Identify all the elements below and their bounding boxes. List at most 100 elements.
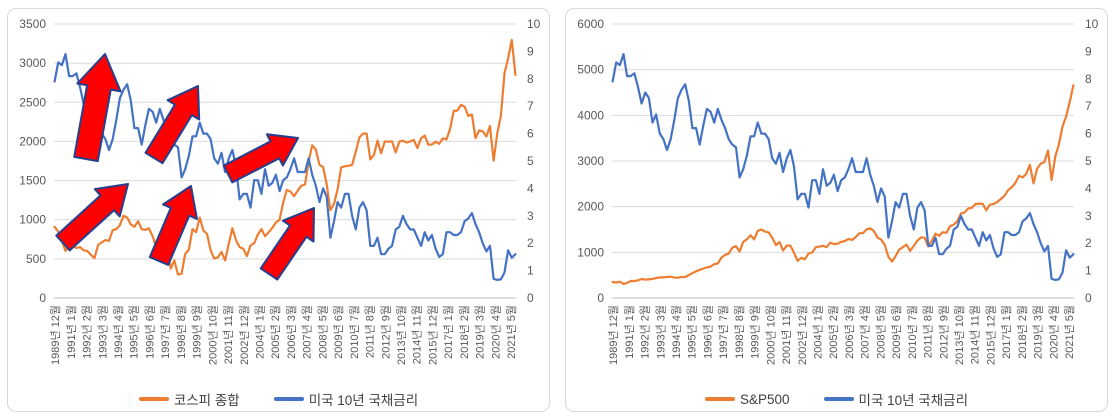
right-axis-tick-label: 6 <box>1085 127 1092 141</box>
right-axis-tick-label: 8 <box>1085 72 1092 86</box>
x-axis-tick-label: 1994년 4월 <box>112 305 125 359</box>
left-axis-labels: 0 500 1000 1500 2000 2500 3000 3500 <box>19 17 46 305</box>
right-axis-tick-label: 5 <box>1085 154 1092 168</box>
legend-item-us10y: 미국 10년 국채금리 <box>823 389 968 409</box>
right-axis-tick-label: 2 <box>1085 236 1092 250</box>
right-axis-tick-label: 10 <box>1085 17 1099 31</box>
x-axis-tick-label: 1994년 4월 <box>670 305 683 359</box>
left-axis-tick-label: 2000 <box>577 200 604 214</box>
x-axis-tick-label: 1998년 8월 <box>733 305 746 359</box>
legend-item-us10y: 미국 10년 국채금리 <box>273 389 419 409</box>
left-axis-tick-label: 0 <box>597 291 604 305</box>
sp500-chart-legend: S&P500 미국 10년 국채금리 <box>566 389 1107 409</box>
left-axis-tick-label: 2000 <box>19 134 46 148</box>
x-axis-tick-label: 1996년 6월 <box>701 305 714 359</box>
x-axis-tick-label: 2015년 12월 <box>426 305 439 365</box>
x-axis-tick-label: 2020년 4월 <box>1047 305 1060 359</box>
us10y-line <box>53 52 517 281</box>
x-axis-tick-label: 2009년 6월 <box>890 305 903 359</box>
us10y-legend-label: 미국 10년 국채금리 <box>308 393 419 408</box>
left-axis-tick-label: 1000 <box>577 245 604 259</box>
trend-up-arrow <box>73 53 122 163</box>
x-axis-tick-label: 1993년 3월 <box>654 305 667 359</box>
x-axis-tick-label: 2018년 2월 <box>458 305 471 359</box>
right-axis-tick-label: 2 <box>527 236 534 250</box>
x-axis-tick-label: 2004년 1월 <box>811 305 824 359</box>
trend-up-arrow <box>55 183 129 252</box>
x-axis-tick-label: 2015년 12월 <box>984 305 997 365</box>
right-axis-tick-label: 7 <box>1085 99 1092 113</box>
x-axis-tick-label: 2011년 8월 <box>922 305 935 358</box>
right-axis-tick-label: 4 <box>527 181 534 195</box>
x-axis-tick-label: 1995년 5월 <box>128 305 141 359</box>
x-axis-tick-label: 1991년 1월 <box>623 305 636 359</box>
x-axis-tick-label: 2011년 8월 <box>364 305 377 358</box>
us10y-legend-swatch <box>823 397 854 401</box>
x-axis-tick-label: 2021년 5월 <box>1063 305 1076 359</box>
right-axis-labels: 0 1 2 3 4 5 6 7 8 9 10 <box>1085 17 1099 305</box>
trend-up-arrow <box>259 207 315 281</box>
sp500-line <box>611 84 1075 286</box>
x-axis-tick-label: 2013년 10월 <box>953 305 966 365</box>
x-axis-tick-label: 2010년 7월 <box>906 305 919 359</box>
left-axis-tick-label: 4000 <box>577 108 604 122</box>
x-axis-tick-label: 1997년 7월 <box>159 305 172 359</box>
x-axis-tick-label: 1998년 8월 <box>175 305 188 359</box>
x-axis-tick-label: 2014년 11월 <box>411 305 424 364</box>
x-axis-tick-label: 2021년 5월 <box>505 305 518 359</box>
trend-up-arrow <box>222 133 299 184</box>
kospi-chart-legend: 코스피 종합 미국 10년 국채금리 <box>8 389 549 409</box>
right-axis-tick-label: 5 <box>527 154 534 168</box>
left-axis-tick-label: 3000 <box>577 154 604 168</box>
kospi-legend-label: 코스피 종합 <box>173 393 240 408</box>
trend-up-arrow <box>144 85 201 165</box>
sp500-vs-us10y-chart: 0 1000 2000 3000 4000 5000 6000 0 1 2 3 4 5 6 7 8 9 10 198… <box>577 17 1099 365</box>
x-axis-tick-label: 2017년 1월 <box>1000 305 1013 359</box>
x-axis-tick-label: 2005년 2월 <box>827 305 840 359</box>
x-axis-tick-label: 2000년 10월 <box>764 305 777 365</box>
right-axis-tick-label: 4 <box>1085 181 1092 195</box>
x-axis-tick-label: 1999년 9월 <box>191 305 204 359</box>
left-axis-tick-label: 3500 <box>19 17 46 31</box>
left-axis-tick-label: 500 <box>26 252 46 266</box>
x-axis-tick-label: 2012년 9월 <box>937 305 950 359</box>
x-axis-tick-label: 2005년 2월 <box>269 305 282 359</box>
x-axis-tick-label: 1991년 1월 <box>65 305 78 359</box>
kospi-vs-us10y-chart: 0 500 1000 1500 2000 2500 3000 3500 0 1 2 3 4 5 6 7 8 9 10… <box>19 17 541 365</box>
x-axis-tick-label: 2002년 12월 <box>238 305 251 365</box>
left-axis-labels: 0 1000 2000 3000 4000 5000 6000 <box>577 17 604 305</box>
us10y-line <box>611 52 1075 281</box>
us10y-legend-label: 미국 10년 국채금리 <box>858 393 968 408</box>
x-axis-tick-label: 2006년 3월 <box>843 305 856 359</box>
left-axis-tick-label: 1500 <box>19 174 46 188</box>
x-axis-tick-label: 2001년 11월 <box>222 305 235 364</box>
x-axis-tick-label: 2007년 4월 <box>859 305 872 359</box>
us10y-legend-swatch <box>273 397 304 401</box>
right-axis-tick-label: 6 <box>527 127 534 141</box>
x-axis-tick-label: 2001년 11월 <box>780 305 793 364</box>
sp500-legend-label: S&P500 <box>739 391 790 407</box>
right-axis-tick-label: 9 <box>527 44 534 58</box>
x-axis-tick-label: 2008년 5월 <box>316 305 329 359</box>
x-axis-tick-label: 2012년 9월 <box>379 305 392 359</box>
x-axis-tick-label: 1992년 2월 <box>81 305 94 359</box>
x-axis-tick-label: 2017년 1월 <box>442 305 455 359</box>
kospi-line <box>53 38 517 276</box>
x-axis-tick-label: 1992년 2월 <box>639 305 652 359</box>
x-axis-tick-label: 2013년 10월 <box>395 305 408 365</box>
right-axis-labels: 0 1 2 3 4 5 6 7 8 9 10 <box>527 17 541 305</box>
x-axis-labels: 1989년 12월 1991년 1월 1992년 2월 1993년 3월 1994년 4… <box>607 305 1076 365</box>
kospi-chart-panel: 0 500 1000 1500 2000 2500 3000 3500 0 1 2 3 4 5 6 7 8 9 10… <box>7 8 550 412</box>
right-axis-tick-label: 0 <box>1085 291 1092 305</box>
x-axis-tick-label: 1993년 3월 <box>96 305 109 359</box>
x-axis-tick-label: 2018년 2월 <box>1016 305 1029 359</box>
sp500-chart-panel: 0 1000 2000 3000 4000 5000 6000 0 1 2 3 4 5 6 7 8 9 10 198… <box>565 8 1108 412</box>
x-axis-tick-label: 2019년 3월 <box>1032 305 1045 359</box>
x-axis-tick-label: 2007년 4월 <box>301 305 314 359</box>
x-axis-tick-label: 2020년 4월 <box>489 305 502 359</box>
right-axis-tick-label: 3 <box>1085 209 1092 223</box>
x-axis-tick-label: 2006년 3월 <box>285 305 298 359</box>
x-axis-tick-label: 1996년 6월 <box>143 305 156 359</box>
x-axis-tick-label: 2004년 1월 <box>253 305 266 359</box>
